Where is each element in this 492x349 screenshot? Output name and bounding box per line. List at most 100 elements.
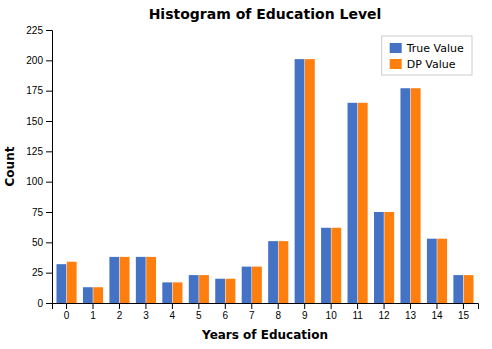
x-tick-mark xyxy=(93,303,94,309)
y-tick: 75 xyxy=(32,207,52,218)
x-tick-mark xyxy=(410,303,411,309)
y-tick-label: 75 xyxy=(32,207,44,218)
y-tick: 100 xyxy=(26,176,52,187)
y-tick-mark xyxy=(46,91,52,92)
bars xyxy=(56,59,473,303)
x-tick: 12 xyxy=(379,303,391,321)
bar xyxy=(400,88,410,303)
bar xyxy=(120,257,130,303)
x-tick-label: 11 xyxy=(352,310,363,321)
bar xyxy=(242,267,252,303)
y-axis-line xyxy=(46,31,53,304)
bar xyxy=(136,257,146,303)
x-axis-title: Years of Education xyxy=(201,328,328,342)
y-tick: 25 xyxy=(32,267,52,278)
x-tick-mark xyxy=(145,303,146,309)
x-tick-label: 10 xyxy=(326,310,338,321)
bar xyxy=(295,59,305,303)
y-tick-mark xyxy=(46,212,52,213)
y-tick: 225 xyxy=(26,25,52,36)
legend-item: True Value xyxy=(390,42,464,55)
bar xyxy=(374,212,384,303)
y-tick-label: 25 xyxy=(32,267,44,278)
y-tick-label: 50 xyxy=(32,237,44,248)
bar xyxy=(199,275,209,303)
bar xyxy=(173,282,183,303)
legend-item: DP Value xyxy=(390,58,456,71)
bar xyxy=(226,279,236,303)
chart: 0123456789101112131415025507510012515017… xyxy=(0,0,492,349)
x-tick-label: 9 xyxy=(302,310,308,321)
bar xyxy=(331,228,341,303)
x-tick-label: 15 xyxy=(458,310,470,321)
y-tick-label: 175 xyxy=(26,85,43,96)
bar xyxy=(464,275,474,303)
bar xyxy=(411,88,421,303)
x-tick-label: 13 xyxy=(405,310,417,321)
bar xyxy=(268,241,278,303)
x-tick-label: 3 xyxy=(143,310,149,321)
x-tick-label: 0 xyxy=(64,310,70,321)
x-tick: 4 xyxy=(170,303,176,321)
bar xyxy=(384,212,394,303)
y-tick-mark xyxy=(46,121,52,122)
x-tick-mark xyxy=(436,303,437,309)
bar xyxy=(215,279,225,303)
x-tick-label: 2 xyxy=(117,310,123,321)
series xyxy=(67,59,474,303)
x-tick-label: 6 xyxy=(223,310,229,321)
y-tick-mark xyxy=(46,151,52,152)
legend-label: DP Value xyxy=(407,58,456,71)
x-tick-label: 14 xyxy=(431,310,443,321)
x-axis-line xyxy=(53,304,479,310)
y-tick: 0 xyxy=(37,298,52,309)
x-tick-label: 8 xyxy=(275,310,281,321)
y-tick: 50 xyxy=(32,237,52,248)
x-tick: 11 xyxy=(352,303,363,321)
legend-box xyxy=(382,36,472,75)
x-tick: 8 xyxy=(275,303,281,321)
legend-label: True Value xyxy=(406,42,464,55)
legend-swatch xyxy=(390,43,402,53)
bar xyxy=(93,287,103,303)
bar xyxy=(437,239,447,303)
x-tick: 5 xyxy=(196,303,202,321)
x-tick: 3 xyxy=(143,303,149,321)
x-axis: 0123456789101112131415 xyxy=(53,303,479,321)
bar xyxy=(109,257,119,303)
x-tick-mark xyxy=(278,303,279,309)
y-tick: 150 xyxy=(26,116,52,127)
x-tick-label: 7 xyxy=(249,310,255,321)
x-tick-mark xyxy=(384,303,385,309)
x-tick: 13 xyxy=(405,303,417,321)
x-tick-label: 12 xyxy=(379,310,391,321)
title: Histogram of Education Level xyxy=(149,6,382,22)
x-tick-mark xyxy=(225,303,226,309)
bar xyxy=(56,264,66,303)
bar xyxy=(146,257,156,303)
x-tick-mark xyxy=(251,303,252,309)
y-tick-label: 150 xyxy=(26,116,43,127)
x-tick-mark xyxy=(357,303,358,309)
series xyxy=(56,59,463,303)
x-tick-mark xyxy=(463,303,464,309)
bar xyxy=(278,241,288,303)
y-tick-label: 125 xyxy=(26,146,43,157)
bar xyxy=(321,228,331,303)
y-axis-title: Count xyxy=(3,146,17,186)
x-tick: 7 xyxy=(249,303,255,321)
bar xyxy=(189,275,199,303)
x-tick-label: 4 xyxy=(170,310,176,321)
y-tick-mark xyxy=(46,60,52,61)
bar xyxy=(67,262,77,303)
bar xyxy=(358,103,368,303)
y-tick-mark xyxy=(46,273,52,274)
x-tick: 0 xyxy=(64,303,70,321)
bar xyxy=(252,267,262,303)
x-tick: 10 xyxy=(326,303,338,321)
y-tick-label: 200 xyxy=(26,55,43,66)
x-tick-mark xyxy=(66,303,67,309)
y-tick: 125 xyxy=(26,146,52,157)
y-tick-label: 100 xyxy=(26,176,43,187)
y-tick: 200 xyxy=(26,55,52,66)
